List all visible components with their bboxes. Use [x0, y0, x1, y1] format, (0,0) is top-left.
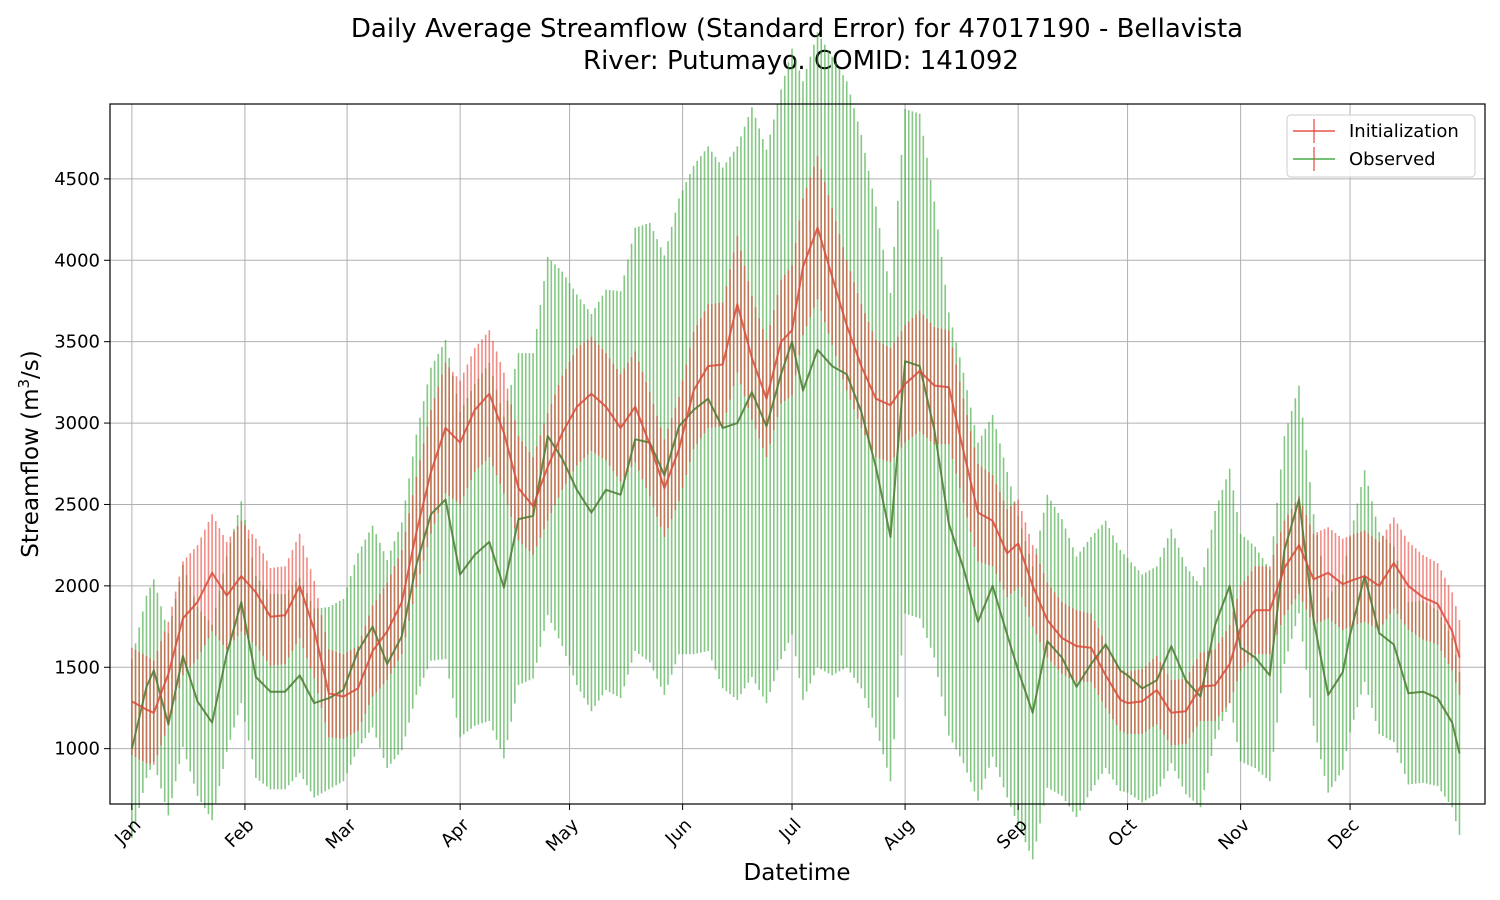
y-tick-label: 4500	[54, 169, 100, 190]
y-axis-ticks: 1000 1500 2000 2500 3000 3500 4000 4500	[54, 169, 110, 760]
y-axis-label: Streamflow (m3/s)	[15, 350, 44, 558]
y-tick-label: 3000	[54, 413, 100, 434]
x-axis-label: Datetime	[744, 860, 851, 886]
y-tick-label: 4000	[54, 250, 100, 271]
legend: Initialization Observed	[1286, 114, 1476, 178]
y-axis-label-superscript: 3	[15, 379, 33, 389]
chart-title-line2: River: Putumayo. COMID: 141092	[583, 46, 1019, 76]
y-tick-label: 1000	[54, 739, 100, 760]
chart-title-line1: Daily Average Streamflow (Standard Error…	[351, 14, 1243, 44]
y-tick-label: 1500	[54, 657, 100, 678]
series-line-observed	[130, 340, 1461, 754]
y-tick-label: 2500	[54, 494, 100, 515]
plot-frame	[109, 103, 1486, 805]
y-tick-label: 3500	[54, 332, 100, 353]
y-tick-label: 2000	[54, 576, 100, 597]
legend-label-initialization: Initialization	[1349, 121, 1459, 142]
y-axis-label-end: /s)	[18, 350, 44, 379]
series-lines	[130, 226, 1461, 754]
y-axis-label-main: Streamflow (m	[18, 388, 44, 557]
legend-label-observed: Observed	[1349, 149, 1436, 170]
series-line-initialization	[131, 226, 1461, 714]
